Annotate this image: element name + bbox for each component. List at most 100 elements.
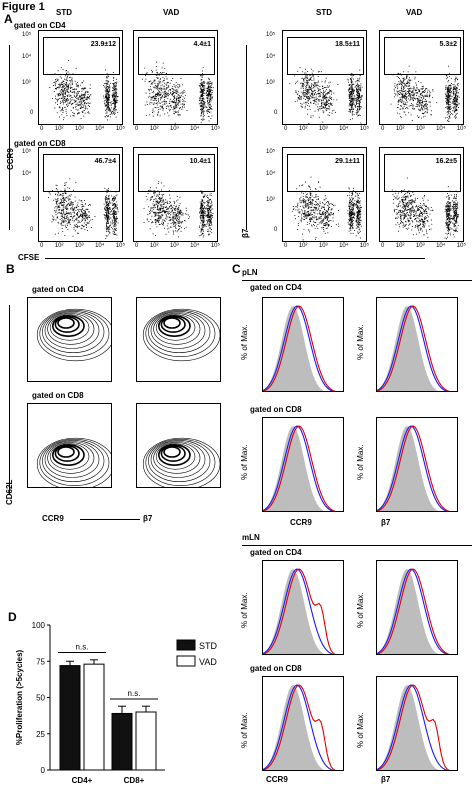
a-xtick: 10² <box>54 126 64 132</box>
a-xticks-row2-c1: 0 10² 10³ 10⁴ 10⁵ <box>40 243 125 249</box>
d-ytick-label: 50 <box>36 694 45 703</box>
b-contour <box>49 314 90 341</box>
a-gate <box>138 154 215 192</box>
a-xticks-row2-c2: 0 10² 10³ 10⁴ 10⁵ <box>135 243 220 249</box>
b-contour <box>158 443 191 466</box>
a-ytick: 10³ <box>22 80 31 86</box>
a-gate <box>138 37 215 75</box>
b-contour <box>47 442 95 474</box>
a-xtick: 10⁴ <box>190 126 200 132</box>
b-plot-cd4-b7 <box>136 297 221 382</box>
c-y-axis: % of Max. <box>240 712 249 748</box>
a-xtick: 10⁴ <box>436 126 446 132</box>
b-contour <box>153 442 201 474</box>
a-xtick: 10⁵ <box>456 243 466 249</box>
c-y-axis: % of Max. <box>356 324 365 360</box>
a-stat-cd8-std-b7: 29.1±11 <box>335 158 360 165</box>
a-ytick: 10⁵ <box>22 32 32 38</box>
a-plot-cd8-vad-b7: 16.2±5 <box>379 147 464 242</box>
b-contour <box>163 446 181 458</box>
a-ytick: 10⁵ <box>22 149 32 155</box>
c-mln-row-cd4: gated on CD4 <box>250 548 302 557</box>
b-contour <box>160 316 186 333</box>
a-xtick: 10² <box>298 126 308 132</box>
b-contour <box>57 446 75 458</box>
c-hist-mln-cd8-ccr9 <box>262 676 344 771</box>
a-scatter <box>142 61 214 124</box>
b-contour <box>49 443 90 470</box>
b-contour <box>39 438 110 487</box>
c-x-axis-b7-mln: β7 <box>381 775 391 784</box>
b-x-arrow <box>80 519 140 520</box>
c-y-axis: % of Max. <box>240 444 249 480</box>
a-ytick: 10³ <box>266 80 275 86</box>
b-contour <box>163 317 181 329</box>
a-ytick: 10³ <box>22 197 31 203</box>
c-group-mln: mLN <box>242 533 260 542</box>
a-xtick: 10³ <box>74 126 84 132</box>
d-bar <box>83 663 105 771</box>
b-contour <box>155 314 196 341</box>
d-bar <box>59 665 81 771</box>
c-hist-blue <box>377 568 448 654</box>
c-y-axis: % of Max. <box>240 324 249 360</box>
a-xticks-row2-c3: 0 10² 10³ 10⁴ 10⁵ <box>284 243 369 249</box>
a-xtick: 0 <box>284 126 288 132</box>
a-ytick: 0 <box>274 227 278 233</box>
a-xtick: 10³ <box>318 243 328 249</box>
b-contour <box>39 309 110 358</box>
a-plot-cd4-vad: 4.4±1 <box>133 30 218 125</box>
c-hist-blue <box>263 305 334 391</box>
b-contour <box>44 312 100 349</box>
a-xtick: 10⁴ <box>339 126 349 132</box>
a-xtick: 10⁴ <box>339 243 349 249</box>
a-plot-cd8-vad: 10.4±1 <box>133 147 218 242</box>
a-plot-cd4-vad-b7: 5.3±2 <box>379 30 464 125</box>
a-xtick: 10⁴ <box>190 243 200 249</box>
b-contour <box>57 317 75 329</box>
a-xtick: 10² <box>298 243 308 249</box>
c-hist-red <box>263 568 336 654</box>
a-x-arrow <box>45 258 425 259</box>
a-xtick: 10⁵ <box>115 243 125 249</box>
c-pln-row-cd8: gated on CD8 <box>250 405 302 414</box>
c-x-axis-ccr9-mln: CCR9 <box>266 775 288 784</box>
c-hist-mln-cd4-ccr9 <box>262 560 344 655</box>
a-gate <box>43 37 120 75</box>
d-bar-chart: 0 25 50 75 100 %Proliferation (>5cycles) CD4+ n… <box>15 621 218 785</box>
b-contour <box>36 437 111 487</box>
b-contour <box>158 314 191 337</box>
a-xtick: 10³ <box>74 243 84 249</box>
a-xticks-row1-c1: 0 10² 10³ 10⁴ 10⁵ <box>40 126 125 132</box>
c-hist-red <box>263 305 336 391</box>
a-ytick: 0 <box>30 227 34 233</box>
a-xtick: 10⁴ <box>436 243 446 249</box>
c-pln-rule <box>242 280 472 281</box>
b-contour <box>148 311 211 353</box>
b-contour <box>155 443 196 470</box>
a-ytick: 10⁵ <box>266 149 276 155</box>
c-hist-pln-cd8-ccr9 <box>262 417 344 512</box>
a-stat-cd8-std: 46.7±4 <box>94 158 116 165</box>
b-contour <box>47 313 95 345</box>
a-xtick: 10⁵ <box>456 126 466 132</box>
a-xtick: 10² <box>395 126 405 132</box>
a-ytick: 10⁴ <box>266 171 276 177</box>
b-plot-cd8-ccr9 <box>27 403 112 488</box>
a-scatter <box>49 60 119 121</box>
d-legend-swatch <box>176 655 196 667</box>
c-hist-red <box>377 684 450 770</box>
a-xticks-row1-c4: 0 10² 10³ 10⁴ 10⁵ <box>381 126 466 132</box>
c-hist-blue <box>263 684 334 770</box>
c-hist-red <box>263 684 336 770</box>
d-ytick-label: 100 <box>32 621 46 630</box>
c-hist-blue <box>263 425 334 511</box>
panel-b-letter: B <box>6 262 15 276</box>
a-xtick: 0 <box>381 126 385 132</box>
a-gate <box>287 37 364 75</box>
a-stat-cd4-vad: 4.4±1 <box>193 41 211 48</box>
b-contour <box>42 440 105 482</box>
a-scatter <box>143 181 214 238</box>
c-x-axis-ccr9-pln: CCR9 <box>290 518 312 527</box>
panel-c-letter: C <box>232 262 241 276</box>
